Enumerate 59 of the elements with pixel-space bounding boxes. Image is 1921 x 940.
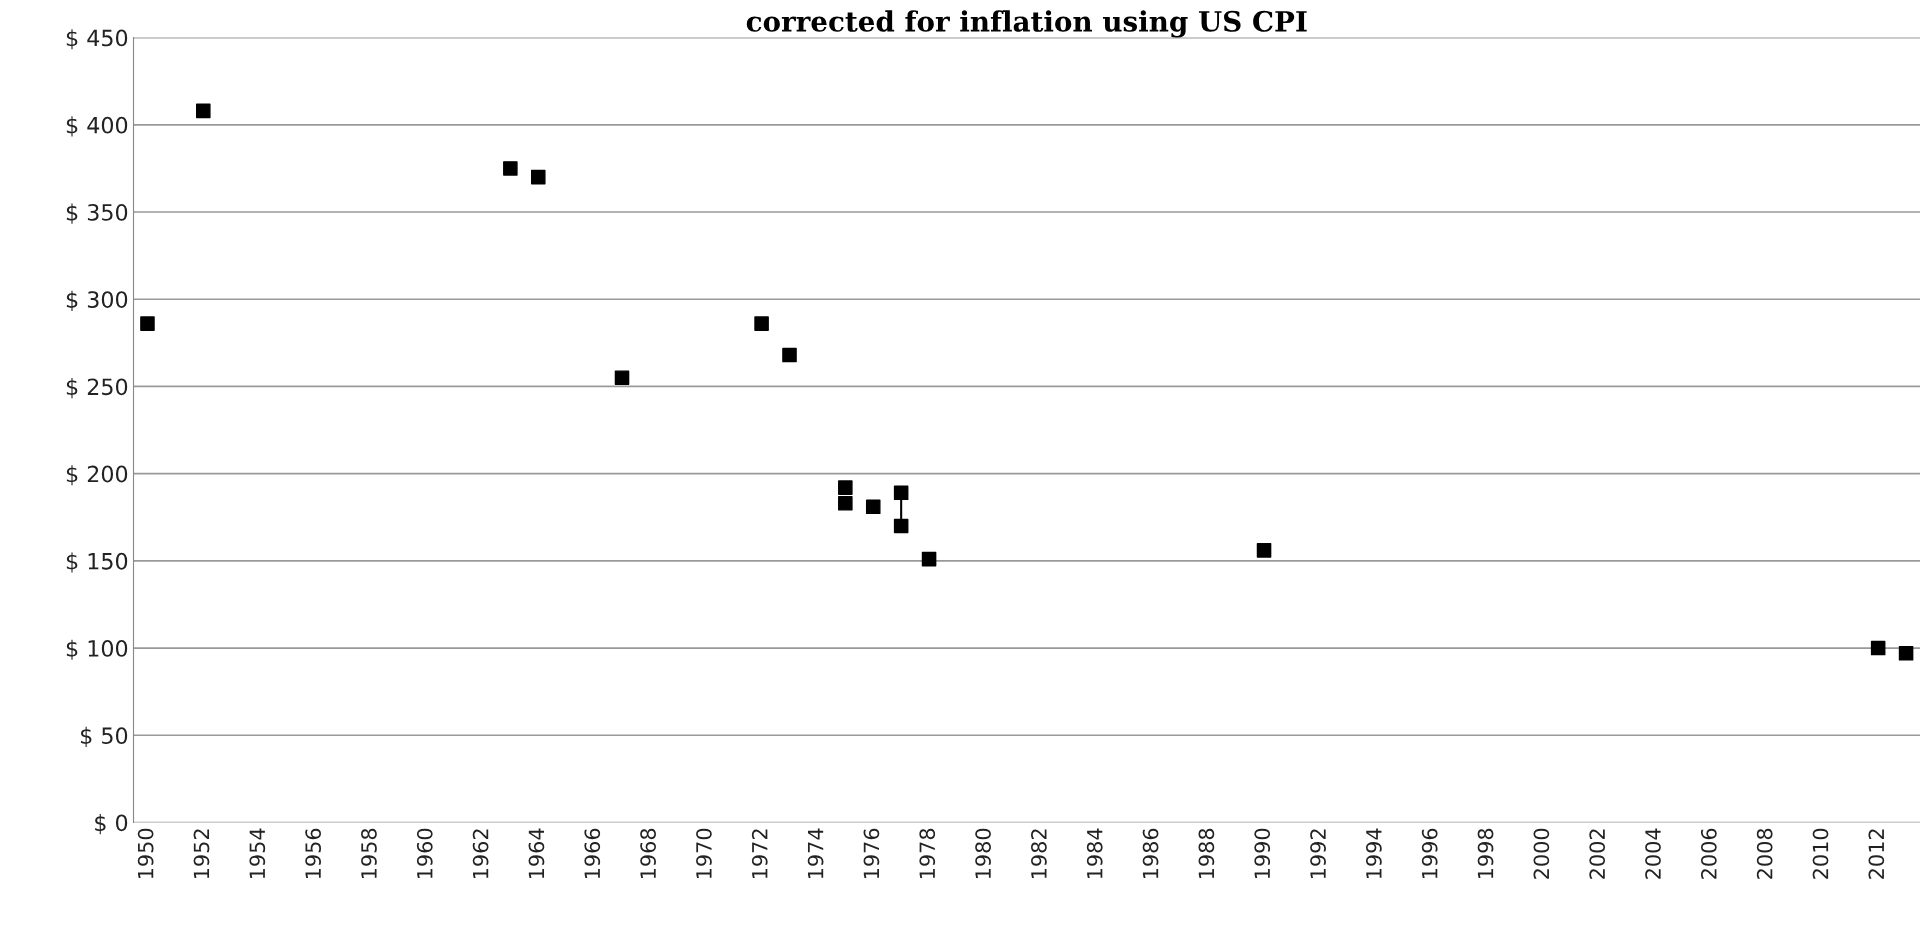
x-tick-label: 1968: [640, 828, 656, 879]
y-tick-label: $ 200: [66, 465, 128, 486]
point: [614, 370, 630, 386]
point: [196, 103, 211, 119]
point: [782, 347, 797, 363]
x-tick-label: 2002: [1589, 829, 1606, 879]
y-tick-label: $ 400: [66, 116, 128, 137]
point: [1898, 646, 1914, 661]
point: [893, 518, 909, 534]
x-tick-label: 1962: [472, 829, 489, 879]
point: [865, 499, 881, 515]
x-tick-label: 1980: [975, 828, 991, 879]
y-tick-label: $ 250: [66, 378, 128, 399]
y-tick-label: $ 50: [81, 726, 128, 747]
point: [530, 169, 546, 185]
x-tick-label: 2006: [1700, 828, 1717, 879]
y-tick-label: $ 350: [66, 203, 128, 224]
x-tick-label: 1954: [249, 828, 266, 879]
x-tick-label: 2004: [1645, 828, 1661, 879]
point: [140, 316, 155, 331]
x-tick-label: 1964: [528, 828, 545, 879]
point: [1256, 543, 1272, 558]
x-tick-label: 1952: [193, 829, 210, 879]
x-tick-label: 1990: [1254, 828, 1271, 879]
y-tick-label: $ 300: [66, 290, 128, 311]
point: [838, 496, 853, 511]
point: [754, 316, 769, 331]
x-tick-label: 2012: [1868, 829, 1885, 879]
x-tick-label: 1984: [1086, 828, 1103, 879]
y-tick-label: $ 450: [66, 29, 128, 50]
x-tick-label: 1996: [1421, 828, 1438, 879]
x-tick-label: 1982: [1031, 829, 1047, 879]
y-tick-label: $ 150: [66, 552, 128, 573]
x-tick-label: 1950: [137, 828, 154, 879]
y-tick-label: $ 0: [95, 814, 128, 835]
x-tick-label: 1956: [305, 828, 321, 879]
x-tick-label: 1988: [1198, 828, 1215, 879]
x-tick-label: 1978: [919, 828, 936, 879]
x-tick-label: 1974: [807, 828, 824, 879]
x-tick-label: 1970: [696, 828, 712, 879]
x-tick-label: 1972: [751, 829, 768, 879]
x-tick-label: 2008: [1756, 828, 1773, 879]
point: [1870, 640, 1886, 656]
chart-title: corrected for inflation using US CPI: [746, 10, 1307, 38]
x-tick-label: 1992: [1310, 829, 1326, 879]
x-tick-label: 1960: [416, 828, 433, 879]
x-tick-label: 1966: [584, 828, 601, 879]
x-tick-label: 1976: [863, 828, 880, 879]
x-tick-label: 1998: [1477, 828, 1494, 879]
x-tick-label: 1958: [361, 828, 377, 879]
x-tick-label: 1994: [1365, 828, 1382, 879]
point: [503, 161, 518, 176]
point: [921, 551, 937, 567]
point: [893, 485, 909, 501]
x-tick-label: 2000: [1533, 828, 1550, 879]
y-tick-label: $ 100: [66, 639, 128, 660]
x-tick-label: 2010: [1812, 828, 1829, 879]
x-tick-label: 1986: [1142, 828, 1159, 879]
point: [838, 480, 853, 495]
